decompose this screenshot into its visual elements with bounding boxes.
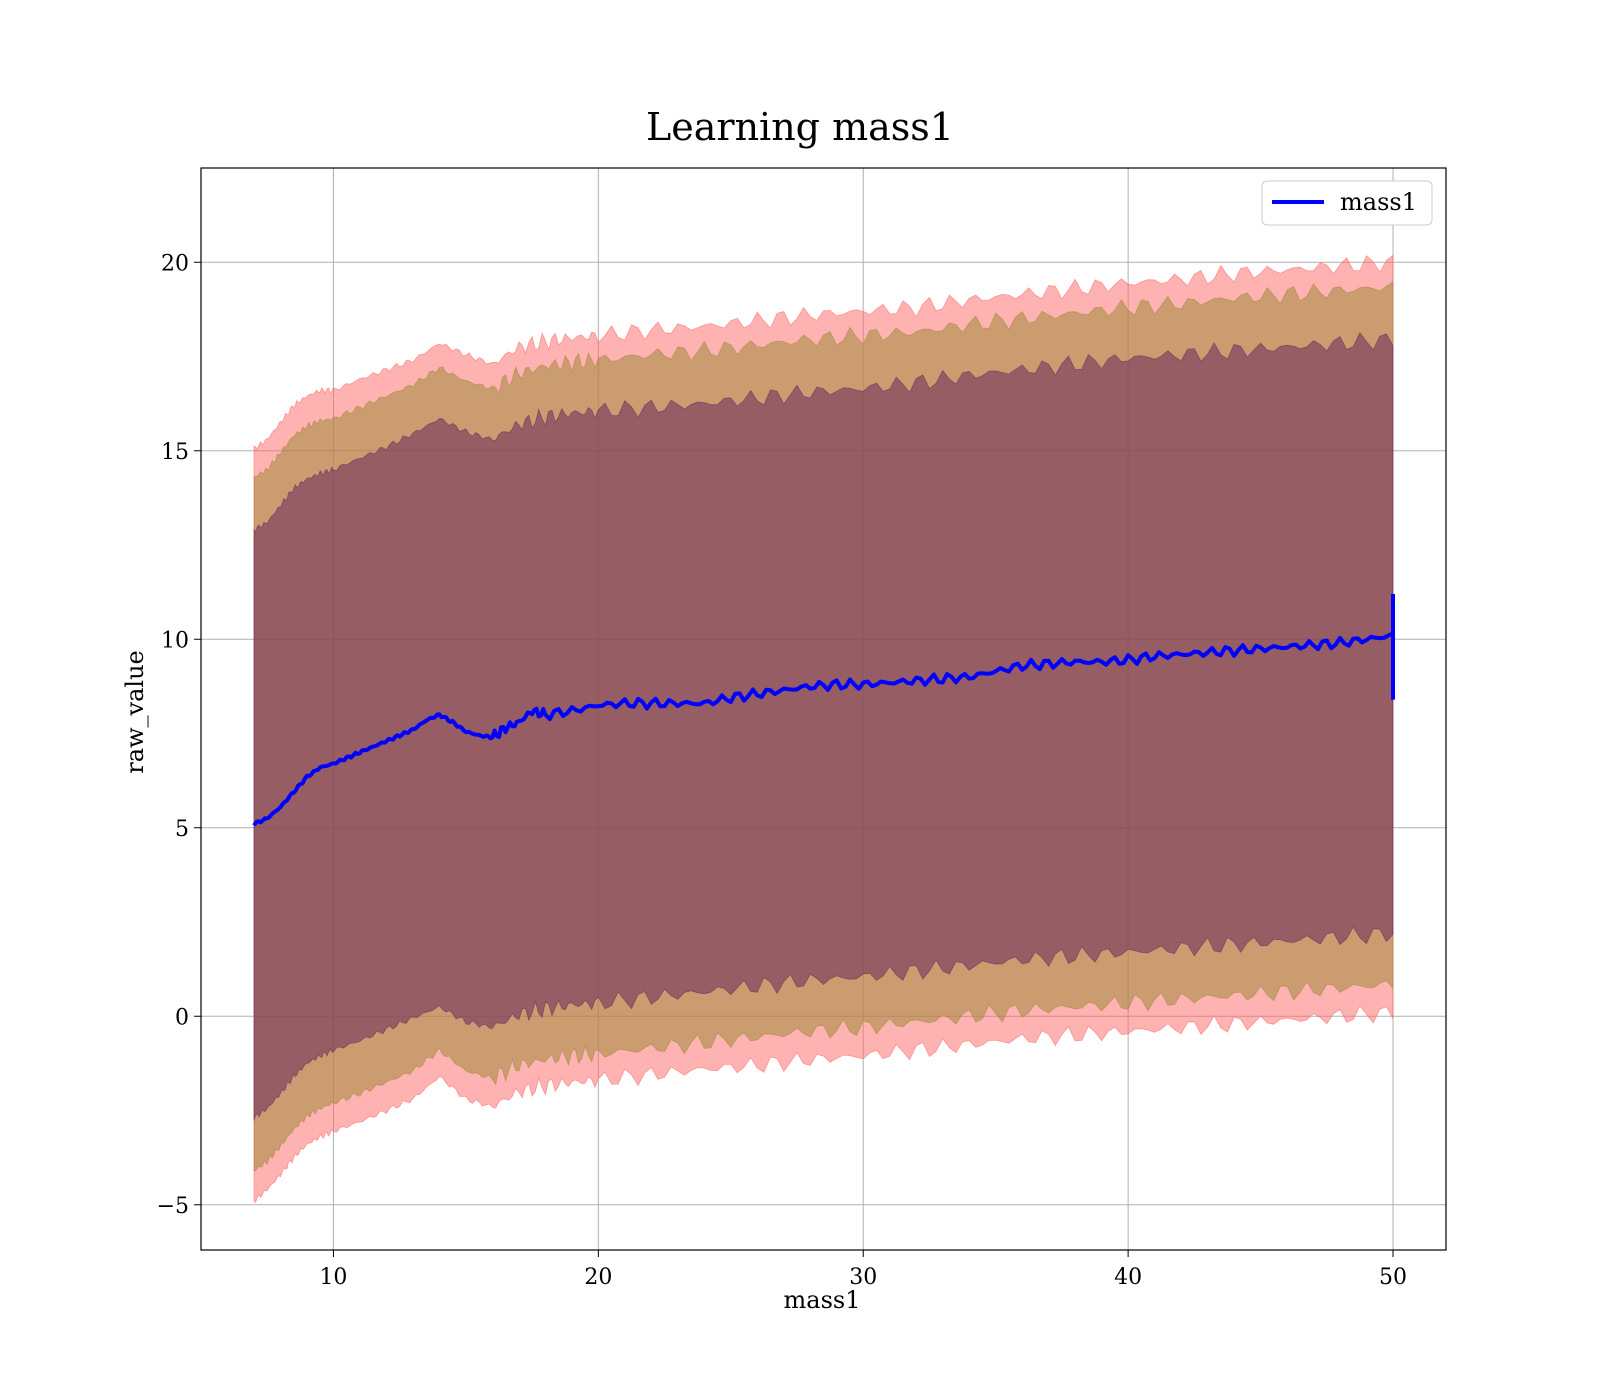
y-tick-label: 20 xyxy=(161,251,189,276)
x-tick-label: 10 xyxy=(319,1265,347,1290)
x-tick-label: 40 xyxy=(1114,1265,1142,1290)
legend-label-mass1: mass1 xyxy=(1340,188,1417,216)
series-line-mass1 xyxy=(252,631,1394,827)
series-lines xyxy=(252,594,1396,827)
x-axis-label: mass1 xyxy=(784,1286,861,1314)
y-tick-label: −5 xyxy=(157,1194,189,1219)
band-3 xyxy=(253,332,1394,1121)
confidence-bands xyxy=(253,254,1394,1204)
legend: mass1 xyxy=(1261,180,1433,226)
axis-ticks: 10 20 30 40 50 −5 0 5 10 15 20 xyxy=(157,251,1407,1290)
y-tick-label: 5 xyxy=(175,817,189,842)
y-axis-label: raw_value xyxy=(121,650,149,774)
legend-box xyxy=(1261,180,1433,226)
chart-title: Learning mass1 xyxy=(646,105,954,149)
y-tick-label: 10 xyxy=(161,628,189,653)
x-tick-label: 50 xyxy=(1379,1265,1407,1290)
x-tick-label: 30 xyxy=(849,1265,877,1290)
y-tick-label: 15 xyxy=(161,440,189,465)
x-tick-label: 20 xyxy=(584,1265,612,1290)
plot-frame xyxy=(200,167,1447,1251)
y-tick-label: 0 xyxy=(175,1005,189,1030)
